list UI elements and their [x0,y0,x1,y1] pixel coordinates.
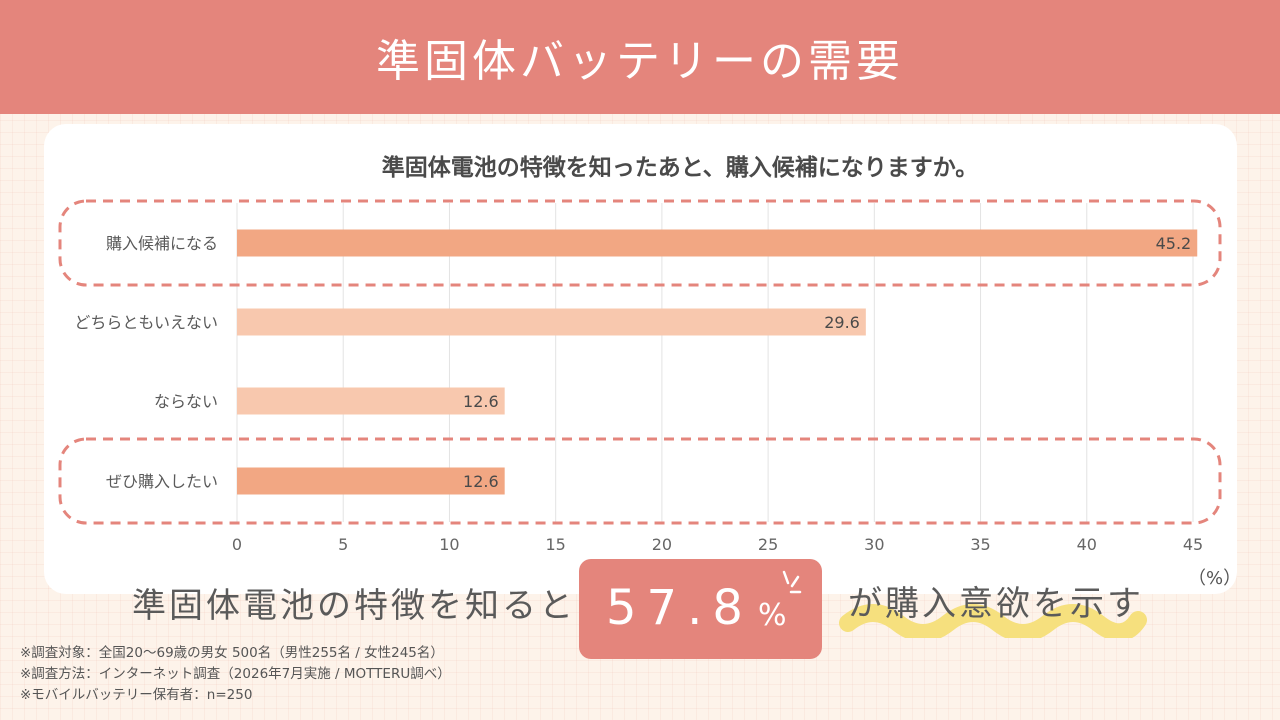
sparkle-icon [782,570,802,594]
x-tick-label: 0 [232,535,242,554]
highlight-percent: % [758,598,787,633]
data-label: 12.6 [463,472,499,491]
summary-suffix: が購入意欲を示す [848,584,1144,624]
x-tick-label: 35 [970,535,990,554]
category-label: ぜひ購入したい [106,472,218,491]
chart-title: 準固体電池の特徴を知ったあと、購入候補になりますか。 [381,155,979,181]
header-banner: 準固体バッテリーの需要 [0,0,1280,114]
footnote-target: ※調査対象：全国20〜69歳の男女 500名（男性255名 / 女性245名） [20,645,444,661]
category-label: ならない [154,392,218,411]
x-tick-label: 15 [545,535,565,554]
highlight-outline [58,199,1222,287]
x-tick-label: 25 [758,535,778,554]
x-tick-label: 45 [1183,535,1203,554]
x-tick-label: 40 [1077,535,1097,554]
wave-decoration [839,604,1147,638]
highlight-box [579,559,822,659]
unit-label: （%） [1188,568,1242,589]
highlight-outline [58,437,1222,525]
x-tick-label: 20 [652,535,672,554]
x-tick-label: 5 [338,535,348,554]
summary-prefix: 準固体電池の特徴を知ると [132,586,576,626]
category-label: 購入候補になる [106,234,218,253]
data-label: 29.6 [824,313,860,332]
data-label: 12.6 [463,392,499,411]
bar [237,229,1198,257]
x-tick-label: 10 [439,535,459,554]
highlight-value: 57.8 [606,580,753,636]
footnote-method: ※調査方法：インターネット調査（2026年7月実施 / MOTTERU調べ） [20,666,451,682]
bar [237,308,866,336]
category-label: どちらともいえない [74,313,218,332]
bar [237,387,505,415]
x-tick-label: 30 [864,535,884,554]
footnotes: ※調査対象：全国20〜69歳の男女 500名（男性255名 / 女性245名） … [20,643,451,706]
data-label: 45.2 [1156,234,1192,253]
bar [237,467,505,495]
footnote-sample: ※モバイルバッテリー保有者：n=250 [20,687,253,703]
page-title: 準固体バッテリーの需要 [376,36,904,87]
